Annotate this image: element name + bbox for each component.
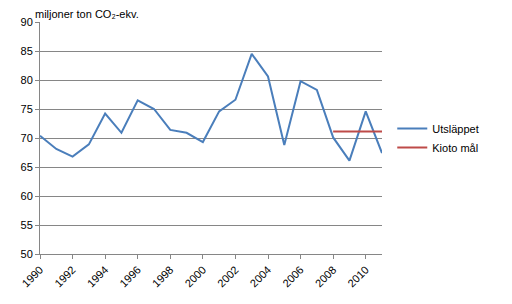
svg-text:65: 65 [21, 161, 33, 173]
svg-text:1996: 1996 [117, 264, 143, 290]
svg-text:2006: 2006 [280, 264, 306, 290]
svg-text:2000: 2000 [182, 264, 208, 290]
svg-text:miljoner ton CO₂-ekv.: miljoner ton CO₂-ekv. [35, 8, 139, 20]
svg-text:80: 80 [21, 74, 33, 86]
svg-text:2004: 2004 [248, 264, 274, 290]
svg-text:75: 75 [21, 103, 33, 115]
svg-text:1990: 1990 [20, 264, 46, 290]
svg-text:90: 90 [21, 16, 33, 28]
svg-text:70: 70 [21, 132, 33, 144]
svg-text:55: 55 [21, 219, 33, 231]
svg-text:Kioto mål: Kioto mål [432, 142, 478, 154]
svg-text:50: 50 [21, 248, 33, 260]
svg-text:1992: 1992 [52, 264, 78, 290]
svg-text:2002: 2002 [215, 264, 241, 290]
svg-text:2008: 2008 [313, 264, 339, 290]
svg-text:1994: 1994 [85, 264, 111, 290]
svg-text:85: 85 [21, 45, 33, 57]
svg-text:60: 60 [21, 190, 33, 202]
svg-text:1998: 1998 [150, 264, 176, 290]
svg-text:Utsläppet: Utsläppet [432, 123, 478, 135]
svg-text:2010: 2010 [345, 264, 371, 290]
